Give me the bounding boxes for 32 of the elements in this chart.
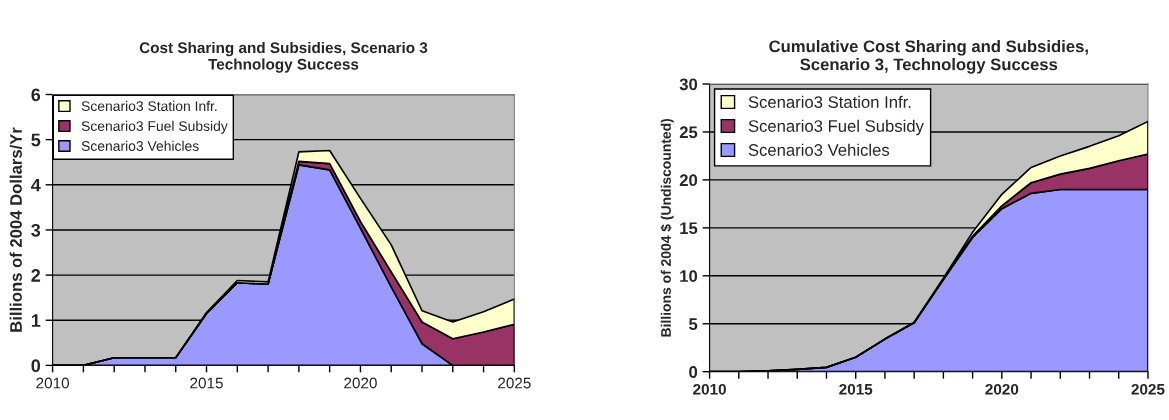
y-tick-label: 6 <box>31 88 41 102</box>
y-tick-label: 0 <box>31 359 41 373</box>
y-tick-label: 30 <box>679 78 698 91</box>
y-axis-title: Billions of 2004 $ (Undiscounted) <box>660 118 674 337</box>
legend-label: Scenario3 Station Infr. <box>748 95 911 108</box>
y-tick-label: 2 <box>31 269 41 282</box>
y-tick-label: 3 <box>31 223 41 237</box>
x-tick-label: 2015 <box>839 383 873 395</box>
x-tick-label: 2025 <box>498 377 531 389</box>
y-tick-label: 5 <box>689 318 698 330</box>
legend-label: Scenario3 Vehicles <box>748 143 890 156</box>
y-tick-label: 0 <box>689 366 698 378</box>
x-tick-label: 2010 <box>36 377 69 389</box>
y-tick-label: 4 <box>31 178 41 192</box>
x-tick-label: 2015 <box>190 377 223 389</box>
legend-label: Scenario3 Vehicles <box>81 140 199 151</box>
y-tick-label: 1 <box>31 314 41 327</box>
y-tick-label: 10 <box>680 270 698 282</box>
legend-label: Scenario3 Fuel Subsidy <box>81 120 228 134</box>
y-tick-label: 25 <box>679 126 698 139</box>
y-axis-title: Billions of 2004 Dollars/Yr <box>9 127 23 332</box>
y-tick-label: 5 <box>31 133 41 147</box>
x-tick-label: 2025 <box>1131 383 1165 395</box>
x-tick-label: 2020 <box>985 383 1019 395</box>
y-tick-label: 20 <box>679 174 698 187</box>
legend-label: Scenario3 Station Infr. <box>81 100 217 112</box>
y-tick-label: 15 <box>680 222 698 235</box>
x-tick-label: 2010 <box>693 383 726 395</box>
legend-label: Scenario3 Fuel Subsidy <box>748 119 924 136</box>
chart-title: Cost Sharing and Subsidies, Scenario 3 Technology Success <box>139 41 428 73</box>
x-tick-label: 2020 <box>344 377 377 389</box>
chart-title: Cumulative Cost Sharing and Subsidies, Scenario 3, Technology Success <box>769 40 1088 74</box>
